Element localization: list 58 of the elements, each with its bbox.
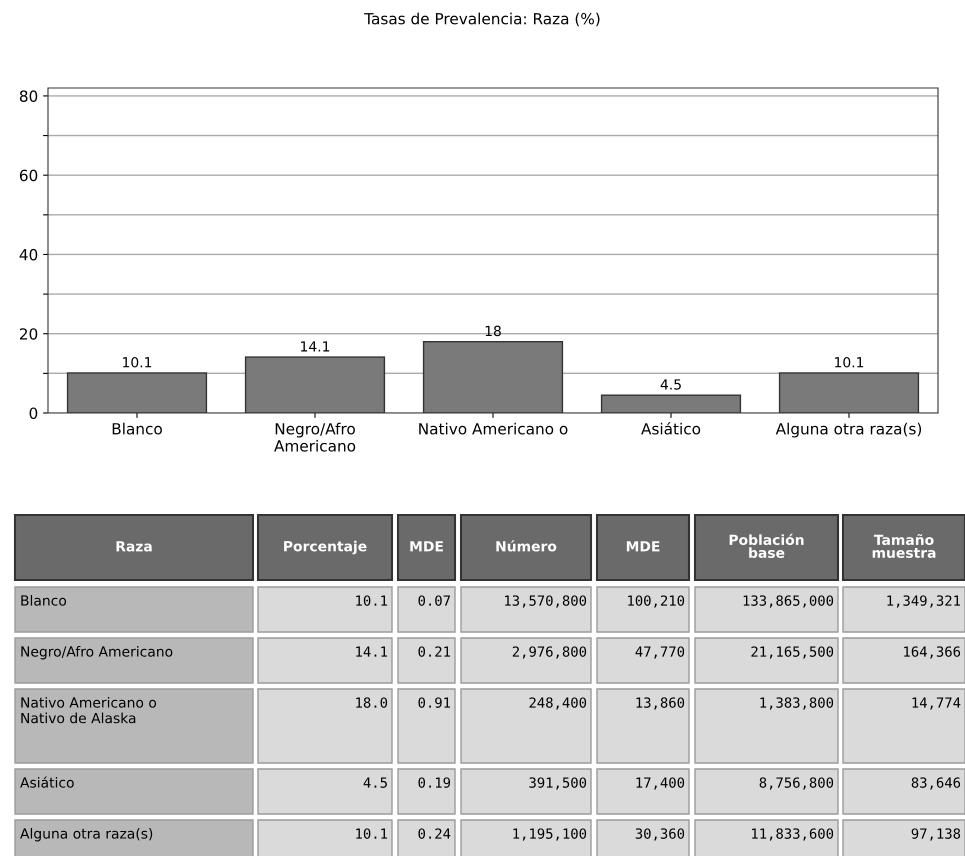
category-label: Tamaño muestra <box>872 534 936 558</box>
text: 10.1 <box>356 595 388 606</box>
text: 0.21 <box>418 646 450 657</box>
category-label: Asiático <box>20 776 74 788</box>
text: 21,165,500 <box>751 646 834 659</box>
y-tick-label: 80 <box>20 90 38 102</box>
text: 0.91 <box>418 697 450 708</box>
data-label: 18 <box>486 326 501 336</box>
x-tick-label: Alguna otra raza(s) <box>776 422 922 438</box>
data-label: 14.1 <box>301 341 330 352</box>
text: 2,976,800 <box>512 646 586 659</box>
data-label: 10.1 <box>123 356 152 368</box>
category-label: Porcentaje <box>284 540 366 554</box>
text: 391,500 <box>529 777 586 790</box>
text: 133,865,000 <box>744 595 834 608</box>
text: 4.5 <box>364 778 387 788</box>
text: 13,570,800 <box>505 595 586 608</box>
text: 164,366 <box>904 646 960 659</box>
text: 30,360 <box>636 828 684 841</box>
x-tick-label: Blanco <box>112 422 162 435</box>
text: 17,400 <box>636 777 684 790</box>
category-label: Raza <box>116 541 152 552</box>
data-label: 10.1 <box>835 356 864 368</box>
category-label: Alguna otra raza(s) <box>20 828 152 842</box>
text: 83,646 <box>912 777 960 790</box>
chart-title: Tasas de Prevalencia: Raza (%) <box>364 12 600 26</box>
x-tick-label: Negro/Afro Americano <box>274 422 356 452</box>
category-label: Población base <box>730 534 804 558</box>
text: 10.1 <box>356 828 388 839</box>
category-label: Blanco <box>21 595 66 606</box>
text: 14,774 <box>912 698 960 710</box>
text: 13,860 <box>636 697 684 710</box>
category-label: MDE <box>410 541 443 552</box>
text: 14.1 <box>356 646 388 657</box>
text: 18.0 <box>356 697 388 708</box>
text: 8,756,800 <box>760 777 834 790</box>
text: 11,833,600 <box>752 828 834 841</box>
category-label: MDE <box>626 541 660 552</box>
text: 47,770 <box>636 646 684 659</box>
category-label: Número <box>496 540 556 552</box>
y-tick-label: 60 <box>20 170 38 182</box>
x-tick-label: Asiático <box>641 422 700 435</box>
x-tick-label: Nativo Americano o <box>419 422 568 435</box>
y-tick-label: 40 <box>20 248 38 260</box>
text: 1,383,800 <box>760 697 834 710</box>
category-label: Nativo Americano o Nativo de Alaska <box>21 697 156 724</box>
text: 1,349,321 <box>887 595 960 608</box>
text: 1,195,100 <box>513 828 586 841</box>
text: 0.19 <box>418 777 450 788</box>
text: 248,400 <box>530 697 586 710</box>
text: 97,138 <box>912 828 960 841</box>
category-label: Negro/Afro Americano <box>21 646 172 660</box>
y-tick-label: 0 <box>30 407 38 420</box>
text: 0.07 <box>418 595 450 606</box>
y-tick-label: 20 <box>20 328 38 340</box>
text: 100,210 <box>628 595 684 608</box>
data-label: 4.5 <box>660 379 681 390</box>
text: 0.24 <box>418 828 450 839</box>
